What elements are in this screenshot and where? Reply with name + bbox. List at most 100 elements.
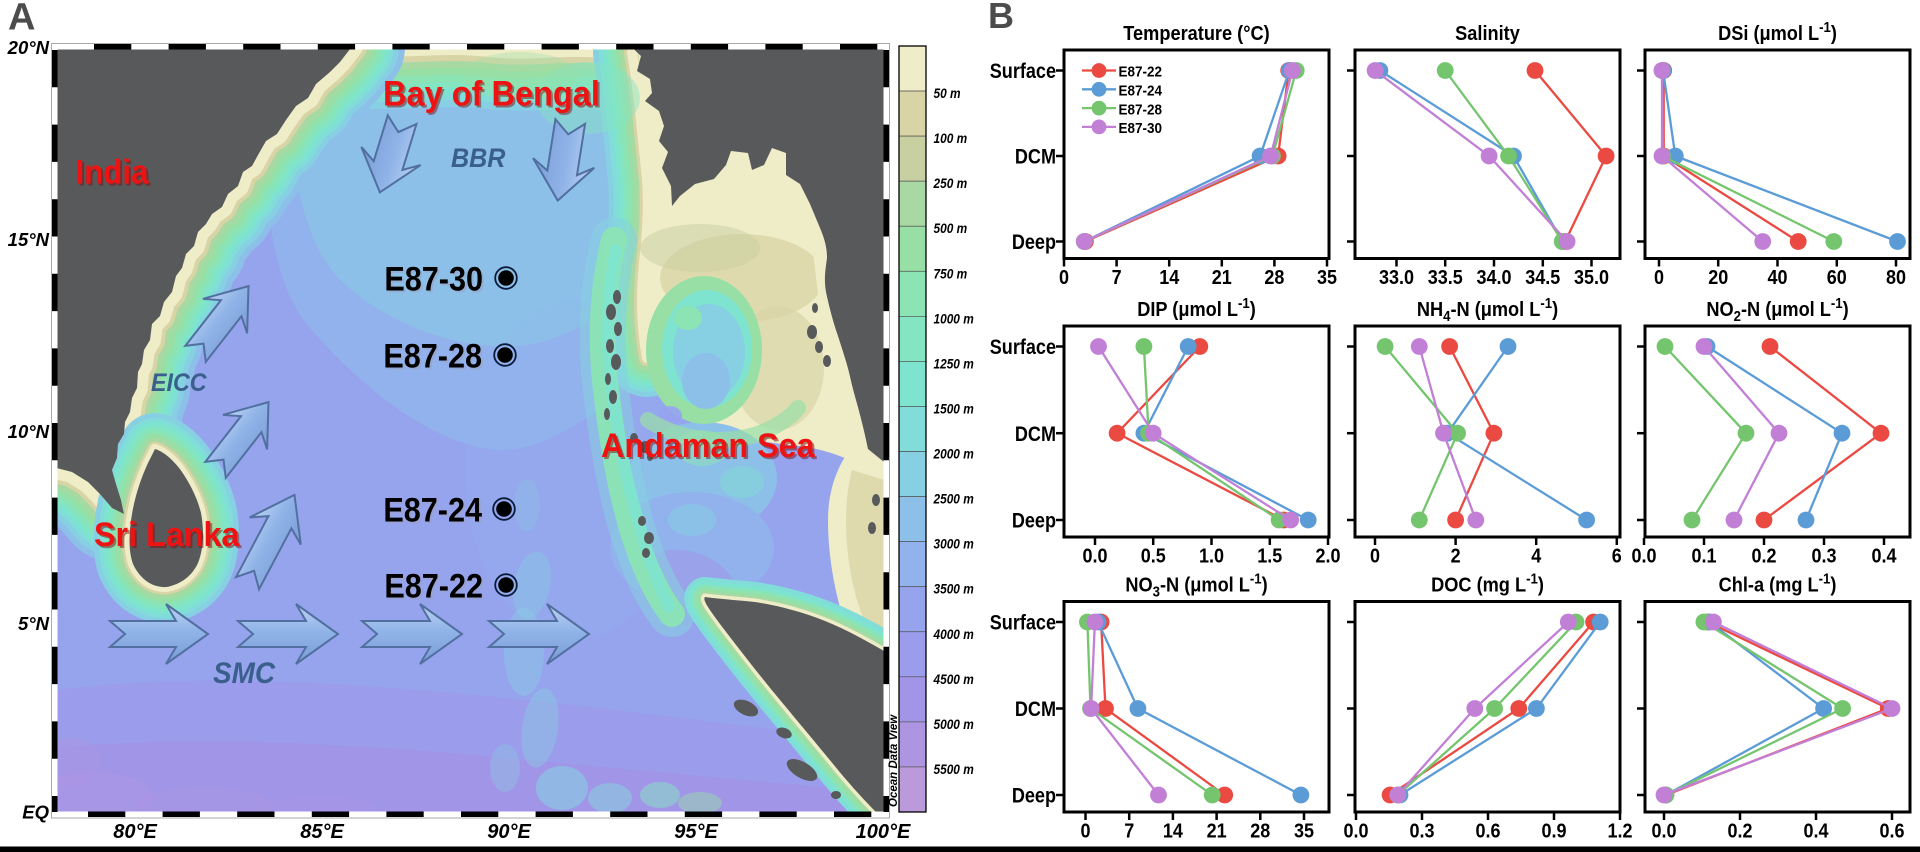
- svg-text:DIP (μmol L-1): DIP (μmol L-1): [1137, 294, 1256, 321]
- svg-text:Sri Lanka: Sri Lanka: [96, 518, 242, 556]
- svg-text:14: 14: [1159, 267, 1179, 289]
- svg-text:20: 20: [1708, 267, 1728, 289]
- svg-text:SMC: SMC: [213, 657, 276, 690]
- svg-text:Deep: Deep: [1012, 231, 1056, 255]
- svg-text:0.4: 0.4: [1803, 821, 1828, 843]
- svg-text:4000 m: 4000 m: [933, 626, 974, 642]
- svg-text:1.5: 1.5: [1257, 546, 1282, 568]
- svg-text:2500 m: 2500 m: [933, 491, 974, 507]
- svg-text:0.6: 0.6: [1879, 821, 1904, 843]
- svg-text:5000 m: 5000 m: [934, 716, 974, 732]
- svg-text:0: 0: [1370, 546, 1380, 568]
- svg-text:10°N: 10°N: [8, 421, 50, 442]
- svg-text:3000 m: 3000 m: [934, 536, 974, 552]
- svg-text:15°N: 15°N: [8, 229, 50, 250]
- svg-text:90°E: 90°E: [487, 821, 531, 843]
- svg-text:E87-22: E87-22: [386, 569, 485, 607]
- svg-text:100 m: 100 m: [934, 130, 968, 146]
- svg-text:NH4-N (μmol L-1): NH4-N (μmol L-1): [1417, 294, 1558, 324]
- svg-text:Salinity: Salinity: [1455, 23, 1520, 45]
- svg-text:0.5: 0.5: [1141, 546, 1166, 568]
- svg-text:20°N: 20°N: [7, 37, 50, 58]
- svg-text:0.1: 0.1: [1691, 546, 1716, 568]
- svg-text:80°E: 80°E: [113, 821, 157, 843]
- svg-text:B: B: [988, 0, 1014, 36]
- svg-text:28: 28: [1264, 267, 1284, 289]
- svg-text:DCM: DCM: [1015, 145, 1056, 169]
- svg-text:Surface: Surface: [990, 60, 1056, 84]
- svg-text:Surface: Surface: [990, 611, 1056, 635]
- svg-text:Sri Lanka: Sri Lanka: [94, 516, 240, 554]
- svg-text:Bay of Bengal: Bay of Bengal: [383, 74, 600, 113]
- svg-text:7: 7: [1112, 267, 1122, 289]
- svg-text:E87-28: E87-28: [1119, 102, 1163, 119]
- svg-text:E87-24: E87-24: [385, 493, 484, 531]
- svg-text:E87-22: E87-22: [384, 567, 483, 605]
- svg-text:DSi (μmol L-1): DSi (μmol L-1): [1718, 18, 1837, 45]
- svg-text:750 m: 750 m: [934, 266, 968, 282]
- svg-text:1250 m: 1250 m: [934, 356, 974, 372]
- svg-text:India: India: [78, 154, 152, 193]
- svg-text:Deep: Deep: [1012, 784, 1056, 808]
- svg-text:Chl-a (mg L-1): Chl-a (mg L-1): [1719, 570, 1837, 597]
- svg-text:250 m: 250 m: [933, 175, 968, 191]
- svg-text:3500 m: 3500 m: [934, 581, 974, 597]
- svg-text:Andaman Sea: Andaman Sea: [603, 429, 817, 467]
- svg-text:DCM: DCM: [1015, 423, 1056, 447]
- svg-text:35: 35: [1317, 267, 1337, 289]
- svg-text:Ocean Data View: Ocean Data View: [888, 714, 900, 807]
- svg-text:2000 m: 2000 m: [933, 446, 974, 462]
- svg-text:34.0: 34.0: [1476, 267, 1511, 289]
- svg-text:1.0: 1.0: [1199, 546, 1224, 568]
- svg-text:0.2: 0.2: [1751, 546, 1776, 568]
- svg-text:NO3-N (μmol L-1): NO3-N (μmol L-1): [1125, 570, 1267, 600]
- svg-text:2: 2: [1451, 546, 1461, 568]
- svg-text:BBR: BBR: [451, 142, 506, 173]
- svg-text:E87-28: E87-28: [385, 339, 484, 377]
- svg-text:Deep: Deep: [1012, 509, 1056, 533]
- svg-text:0.6: 0.6: [1475, 821, 1500, 843]
- svg-text:NO2-N (μmol L-1): NO2-N (μmol L-1): [1706, 294, 1848, 324]
- svg-text:EQ: EQ: [22, 802, 49, 823]
- svg-text:95°E: 95°E: [674, 821, 718, 843]
- svg-text:2.0: 2.0: [1315, 546, 1340, 568]
- svg-text:35: 35: [1294, 821, 1314, 843]
- svg-text:0.0: 0.0: [1082, 546, 1107, 568]
- svg-text:0: 0: [1654, 267, 1664, 289]
- svg-text:Temperature (°C): Temperature (°C): [1123, 23, 1269, 45]
- svg-text:E87-24: E87-24: [383, 491, 482, 529]
- svg-text:80: 80: [1886, 267, 1906, 289]
- svg-text:21: 21: [1207, 821, 1227, 843]
- svg-text:40: 40: [1767, 267, 1787, 289]
- svg-text:0.0: 0.0: [1651, 821, 1676, 843]
- svg-text:4500 m: 4500 m: [933, 671, 974, 687]
- svg-text:33.0: 33.0: [1379, 267, 1414, 289]
- svg-text:0.3: 0.3: [1811, 546, 1836, 568]
- svg-text:50 m: 50 m: [934, 85, 961, 101]
- svg-text:Surface: Surface: [990, 336, 1056, 360]
- svg-text:E87-30: E87-30: [384, 260, 483, 298]
- svg-text:0.0: 0.0: [1631, 546, 1656, 568]
- svg-text:500 m: 500 m: [934, 220, 968, 236]
- svg-text:35.0: 35.0: [1574, 267, 1609, 289]
- svg-text:100°E: 100°E: [856, 821, 911, 843]
- svg-text:Bay of Bengal: Bay of Bengal: [385, 76, 602, 115]
- svg-text:E87-28: E87-28: [383, 337, 482, 375]
- svg-text:DOC (mg L-1): DOC (mg L-1): [1431, 570, 1544, 597]
- svg-text:E87-22: E87-22: [1119, 64, 1163, 81]
- svg-text:14: 14: [1163, 821, 1183, 843]
- svg-text:0: 0: [1059, 267, 1069, 289]
- svg-text:0.0: 0.0: [1343, 821, 1368, 843]
- svg-text:0.3: 0.3: [1409, 821, 1434, 843]
- svg-text:DCM: DCM: [1015, 698, 1056, 722]
- svg-text:34.5: 34.5: [1525, 267, 1560, 289]
- svg-text:6: 6: [1612, 546, 1622, 568]
- svg-text:60: 60: [1827, 267, 1847, 289]
- svg-text:5°N: 5°N: [18, 613, 50, 634]
- svg-text:E87-30: E87-30: [1119, 120, 1163, 137]
- svg-text:4: 4: [1531, 546, 1541, 568]
- svg-text:28: 28: [1250, 821, 1270, 843]
- svg-text:EICC: EICC: [151, 369, 207, 397]
- svg-text:0.4: 0.4: [1871, 546, 1896, 568]
- svg-text:1.2: 1.2: [1607, 821, 1632, 843]
